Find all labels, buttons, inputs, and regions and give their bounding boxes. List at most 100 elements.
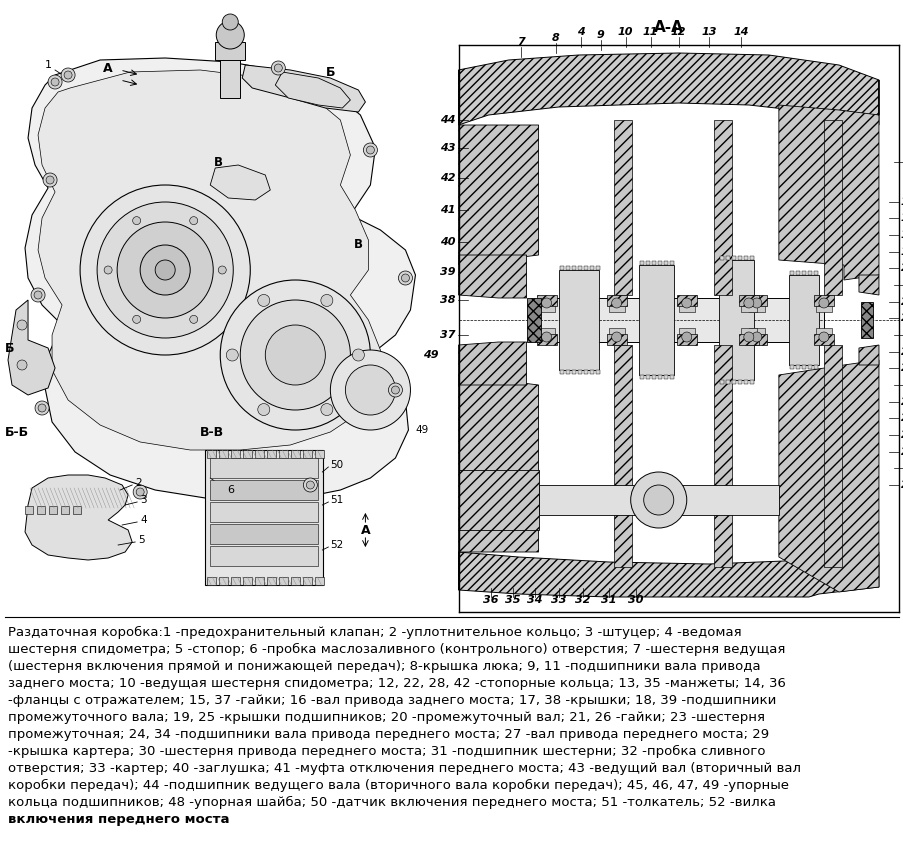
Bar	[559, 266, 563, 270]
Bar	[210, 458, 318, 478]
Circle shape	[216, 21, 244, 49]
Bar	[638, 265, 673, 375]
Text: 37: 37	[440, 330, 455, 340]
Circle shape	[133, 216, 141, 224]
Bar	[748, 306, 764, 312]
Circle shape	[401, 274, 409, 282]
Text: заднего моста; 10 -ведущая шестерня спидометра; 12, 22, 28, 42 -стопорные кольца: заднего моста; 10 -ведущая шестерня спид…	[8, 677, 785, 690]
Bar	[231, 577, 240, 585]
Circle shape	[611, 332, 621, 342]
Text: 30: 30	[628, 595, 643, 605]
Text: 23: 23	[900, 347, 903, 357]
Bar	[303, 450, 312, 458]
Text: Раздаточная коробка:1 -предохранительный клапан; 2 -уплотнительное кольцо; 3 -шт: Раздаточная коробка:1 -предохранительный…	[8, 626, 740, 639]
Circle shape	[133, 315, 141, 323]
Text: 29: 29	[900, 480, 903, 490]
Text: 19: 19	[900, 247, 903, 257]
Bar	[738, 334, 758, 345]
Circle shape	[330, 350, 410, 430]
Bar	[740, 328, 756, 334]
Bar	[219, 577, 228, 585]
Polygon shape	[778, 360, 878, 592]
Polygon shape	[458, 552, 878, 597]
Bar	[255, 450, 264, 458]
Bar	[737, 256, 741, 260]
Text: 5: 5	[138, 535, 144, 545]
Bar	[565, 266, 569, 270]
Circle shape	[398, 271, 412, 285]
Bar	[219, 450, 228, 458]
Bar	[737, 380, 741, 384]
Bar	[718, 260, 753, 380]
Circle shape	[190, 216, 198, 224]
Bar	[559, 370, 563, 374]
Bar	[749, 256, 753, 260]
Circle shape	[818, 332, 828, 342]
Circle shape	[48, 75, 62, 89]
Circle shape	[257, 294, 269, 307]
Circle shape	[303, 478, 317, 492]
Bar	[860, 302, 872, 338]
Text: 7: 7	[517, 37, 524, 47]
Circle shape	[274, 64, 282, 72]
Text: 50: 50	[330, 460, 343, 470]
Bar	[613, 345, 631, 567]
Bar	[608, 306, 624, 312]
Bar	[571, 266, 575, 270]
Polygon shape	[210, 165, 270, 200]
Circle shape	[43, 173, 57, 187]
Bar	[210, 502, 318, 522]
Text: 18: 18	[900, 197, 903, 207]
Bar	[678, 306, 694, 312]
Text: 51: 51	[330, 495, 343, 505]
Bar	[738, 295, 758, 306]
Text: отверстия; 33 -картер; 40 -заглушка; 41 -муфта отключения переднего моста; 43 -в: отверстия; 33 -картер; 40 -заглушка; 41 …	[8, 762, 800, 775]
Text: 39: 39	[440, 267, 455, 277]
Bar	[639, 375, 643, 379]
Text: 11: 11	[642, 27, 657, 37]
Bar	[536, 334, 556, 345]
Polygon shape	[25, 475, 132, 560]
Circle shape	[743, 298, 753, 308]
Bar	[207, 450, 216, 458]
Bar	[49, 506, 57, 514]
Bar	[538, 485, 778, 515]
Bar	[645, 375, 649, 379]
Circle shape	[190, 315, 198, 323]
Text: 34: 34	[526, 595, 542, 605]
Circle shape	[35, 401, 49, 415]
Text: А: А	[360, 524, 370, 537]
Circle shape	[751, 332, 761, 342]
Bar	[608, 328, 624, 334]
Text: В: В	[353, 238, 362, 251]
Circle shape	[271, 61, 285, 75]
Bar	[267, 577, 276, 585]
Text: 33: 33	[550, 595, 566, 605]
Text: 35: 35	[504, 595, 520, 605]
Bar	[639, 261, 643, 265]
Bar	[606, 334, 626, 345]
Bar	[749, 380, 753, 384]
Circle shape	[226, 349, 238, 361]
Circle shape	[218, 266, 226, 274]
Bar	[813, 365, 817, 369]
Circle shape	[306, 481, 314, 489]
Text: 14: 14	[732, 27, 748, 37]
Bar	[315, 577, 324, 585]
Text: 3: 3	[140, 495, 146, 505]
Text: Б: Б	[325, 66, 335, 79]
Bar	[25, 506, 33, 514]
Bar	[813, 271, 817, 275]
Circle shape	[321, 294, 332, 307]
Bar	[789, 271, 793, 275]
Bar	[823, 345, 841, 567]
Text: 20: 20	[900, 263, 903, 273]
Bar	[583, 370, 587, 374]
Bar	[663, 261, 667, 265]
Circle shape	[321, 404, 332, 416]
Bar	[795, 365, 799, 369]
Text: 27: 27	[900, 430, 903, 440]
Text: 6: 6	[227, 485, 234, 495]
Text: 4: 4	[576, 27, 584, 37]
Bar	[37, 506, 45, 514]
